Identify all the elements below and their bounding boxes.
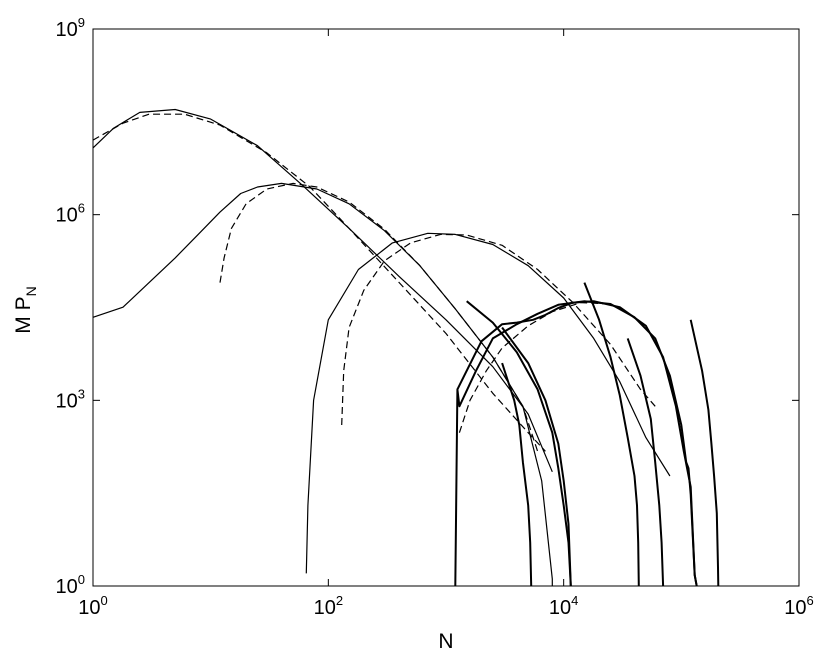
y-axis-label-subscript: N — [23, 286, 39, 296]
series-line-6 — [341, 233, 656, 426]
series-line-10 — [466, 300, 572, 587]
series-line-11 — [583, 282, 640, 587]
series-line-9 — [458, 302, 611, 433]
y-tick-label: 103 — [56, 386, 85, 412]
ticks-layer: 100 102 104 106 100 103 106 109 — [56, 15, 814, 619]
y-tick-label: 106 — [56, 201, 85, 227]
series-line-4 — [92, 113, 546, 452]
x-tick-label: 104 — [549, 593, 578, 619]
svg-text:M PN: M PN — [12, 286, 39, 333]
series-line-5 — [305, 232, 671, 574]
y-axis-label: M PN — [12, 286, 39, 333]
series-line-15 — [689, 319, 720, 587]
y-tick-label: 100 — [56, 572, 85, 598]
series-line-13 — [501, 362, 533, 587]
x-axis-label: N — [438, 630, 453, 653]
series-line-7 — [454, 300, 698, 587]
series-line-8 — [456, 300, 698, 587]
series-layer — [92, 108, 720, 587]
y-tick-label: 109 — [56, 15, 85, 41]
series-line-3 — [92, 108, 553, 473]
x-tick-label: 102 — [314, 593, 343, 619]
series-line-12 — [501, 326, 572, 587]
y-axis-label-main: M P — [12, 296, 35, 333]
x-tick-label: 106 — [784, 593, 813, 619]
series-line-14 — [626, 338, 665, 587]
x-tick-label: 100 — [78, 593, 107, 619]
plot-area — [92, 28, 800, 587]
